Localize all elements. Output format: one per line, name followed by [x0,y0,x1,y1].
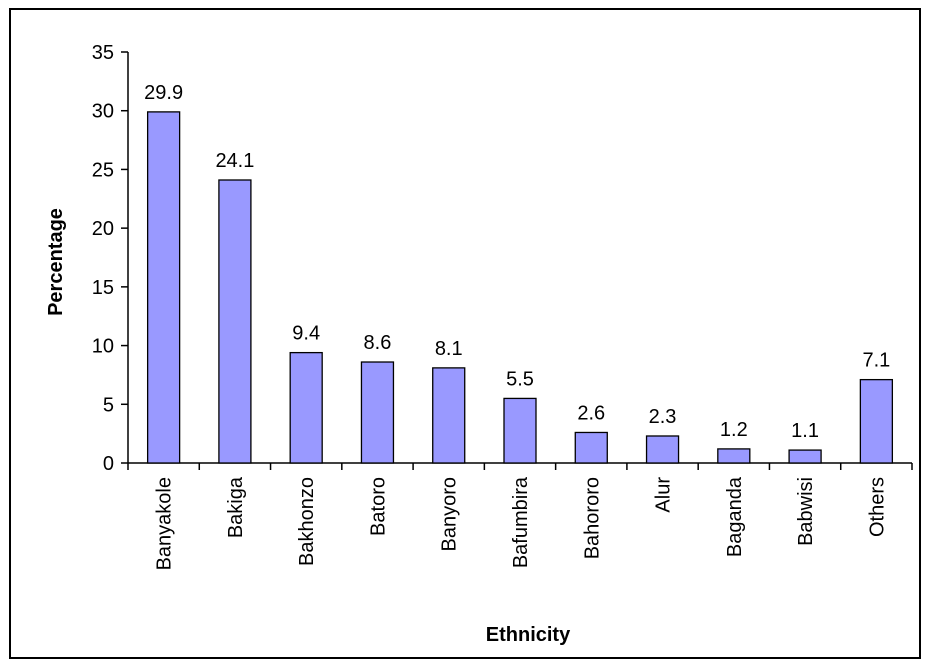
data-label: 8.1 [435,338,463,360]
category-label: Others [866,477,888,537]
data-label: 24.1 [215,150,254,172]
category-label: Baganda [724,476,746,557]
bar [574,431,608,464]
data-label: 2.3 [649,406,677,428]
y-tick-label: 25 [92,159,114,181]
y-tick-label: 0 [103,453,114,475]
y-tick-label: 35 [92,42,114,64]
category-label: Bakhonzo [296,477,318,566]
data-label: 7.1 [862,350,890,372]
bar [859,378,894,464]
y-tick-label: 15 [92,277,114,299]
category-label: Batoro [367,477,389,536]
bar [146,111,181,464]
category-label: Bahororo [581,477,603,559]
y-tick-label: 10 [92,336,114,358]
data-label: 2.6 [577,402,605,424]
y-tick-label: 20 [92,218,114,240]
data-label: 1.2 [720,419,748,441]
bar [717,448,751,464]
y-axis-title: Percentage [45,208,67,316]
bar [788,449,822,464]
data-label: 9.4 [292,323,320,345]
category-label: Babwisi [795,477,817,546]
bar [645,435,680,464]
data-label: 29.9 [144,82,183,104]
bar [289,351,323,464]
category-label: Banyoro [439,477,461,552]
data-label: 5.5 [506,368,534,390]
data-label: 8.6 [364,332,392,354]
bar [432,367,466,464]
category-label: Bakiga [225,476,247,538]
category-label: Alur [653,477,675,513]
category-label: Bafumbira [510,476,532,568]
y-tick-label: 30 [92,101,114,123]
bar [360,361,395,464]
bar [503,397,537,464]
x-axis-title: Ethnicity [486,624,571,646]
y-tick-label: 5 [103,394,114,416]
category-label: Banyakole [154,477,176,570]
bar [218,179,252,464]
data-label: 1.1 [791,420,819,442]
